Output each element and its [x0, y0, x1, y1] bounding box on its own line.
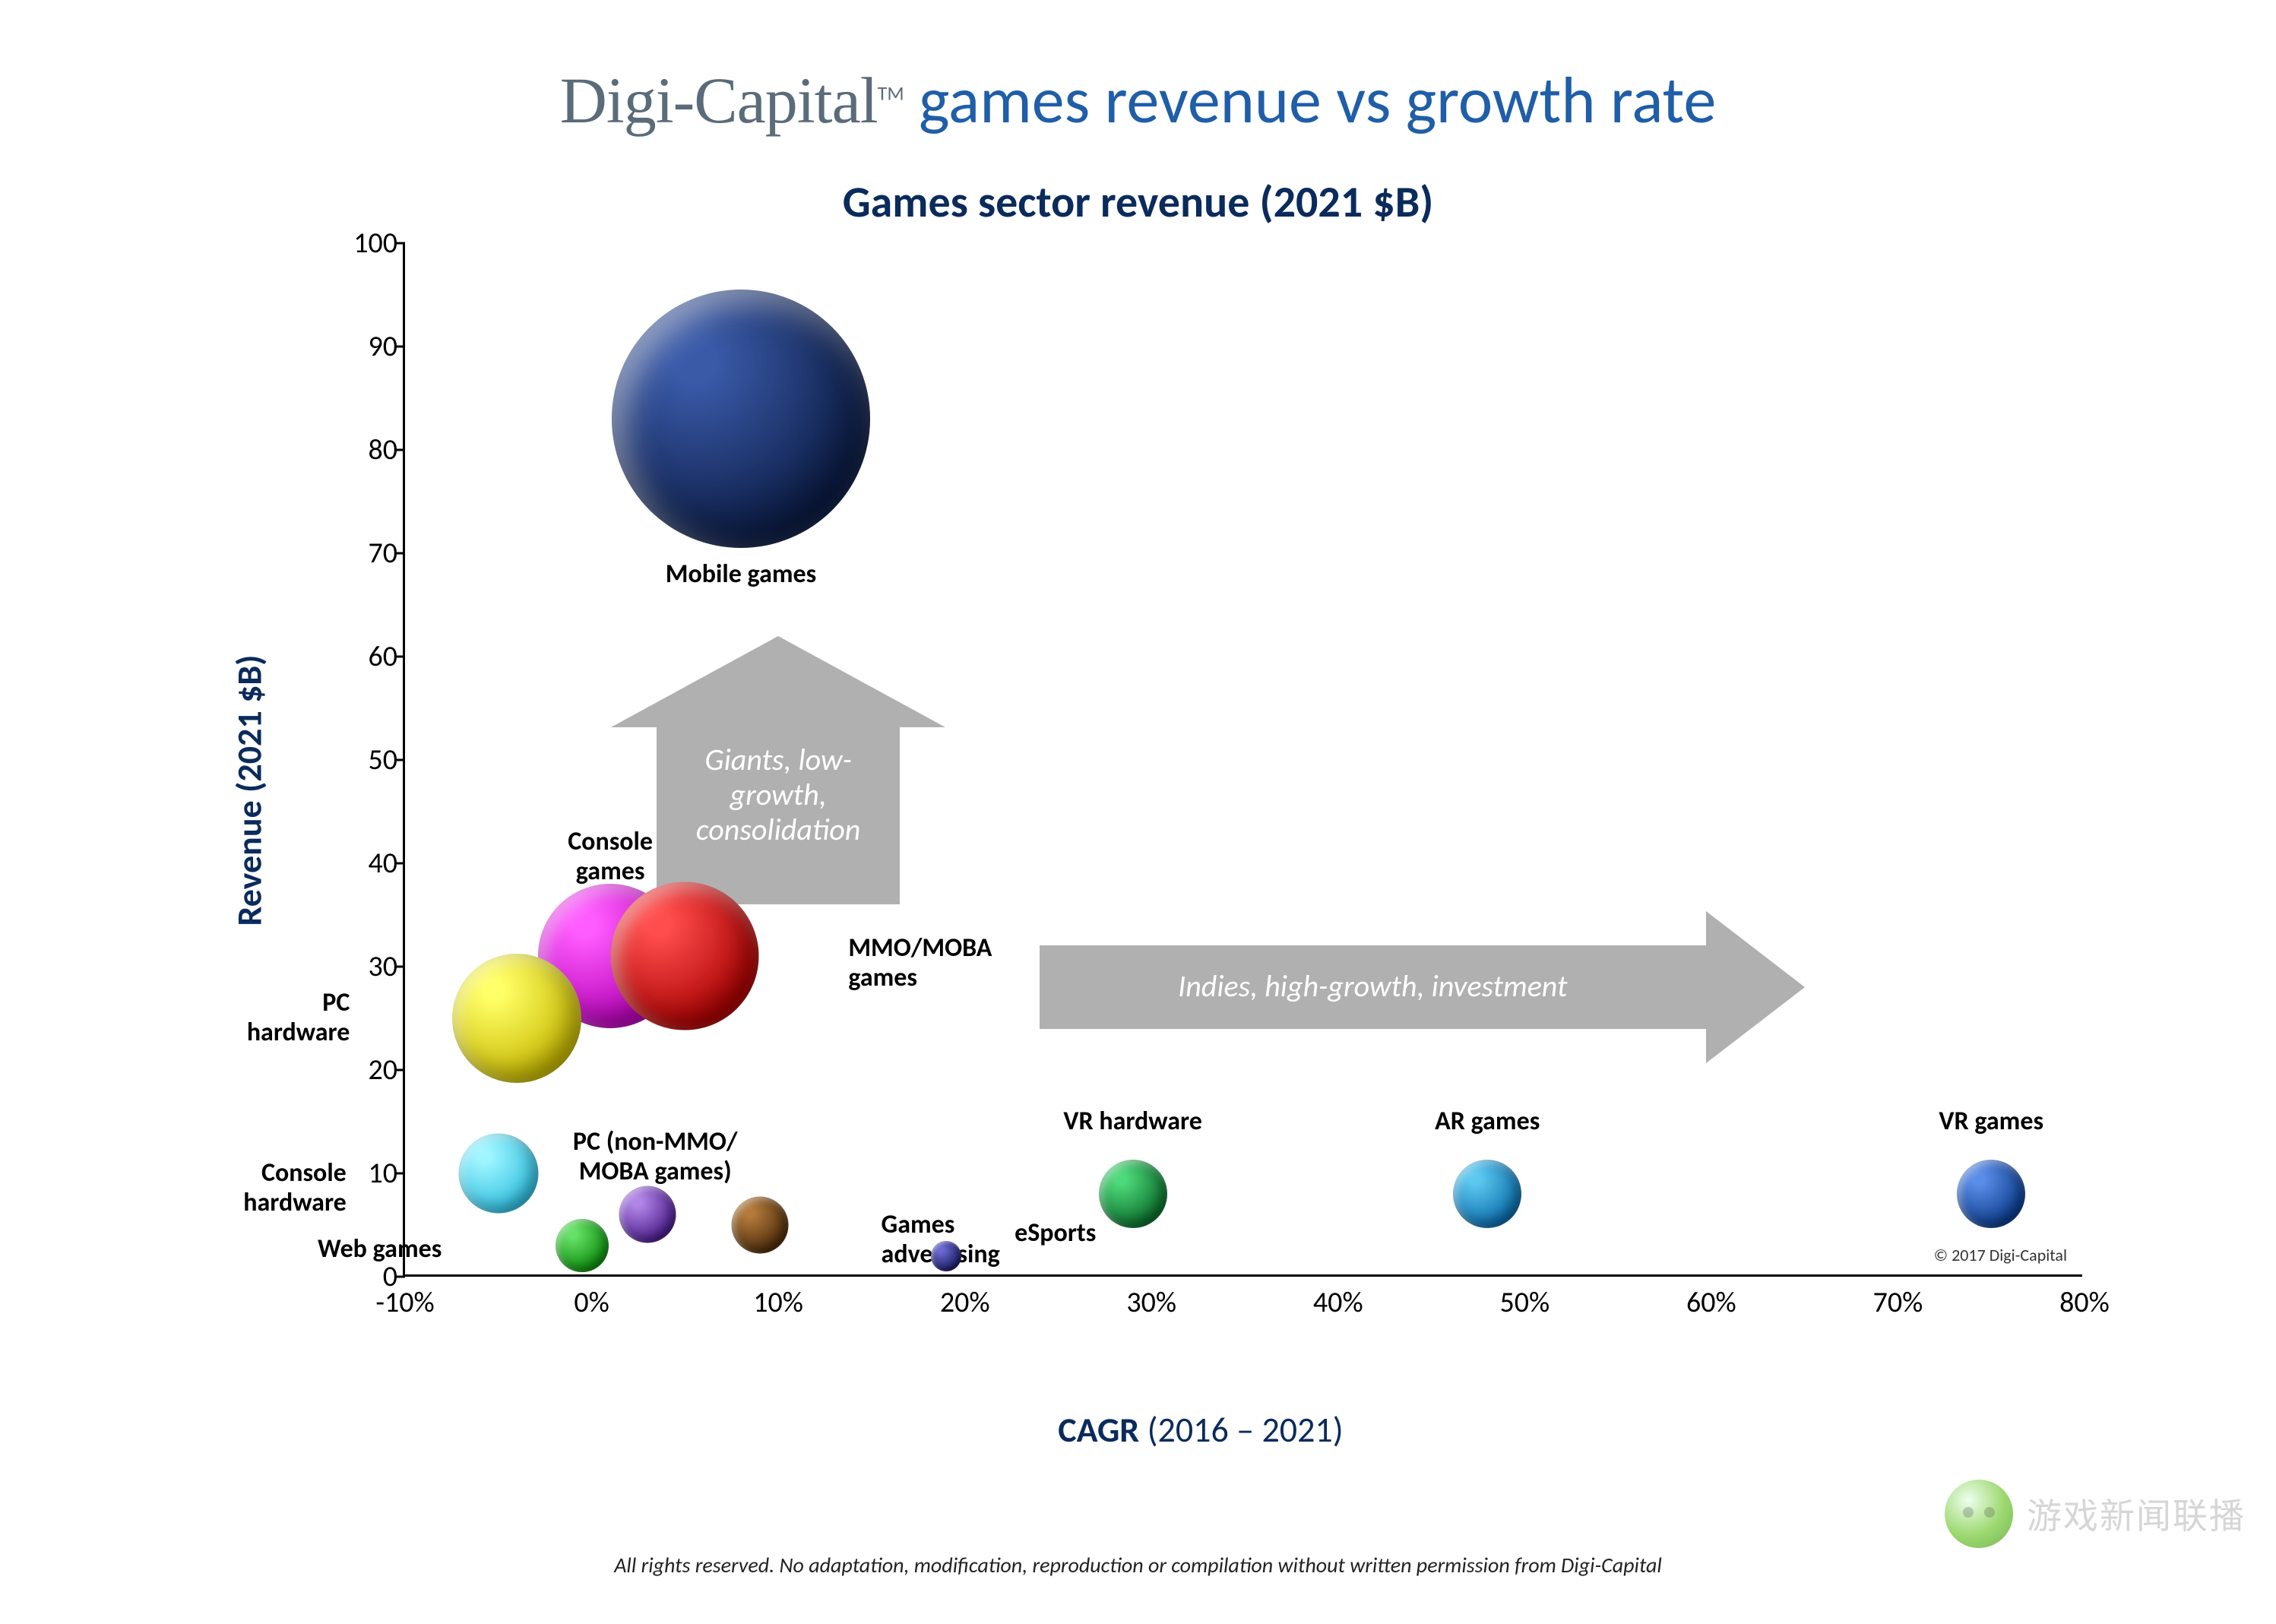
- bubble: [931, 1241, 961, 1271]
- y-tick: 50: [329, 742, 397, 777]
- bubble-label: PChardware: [198, 988, 350, 1047]
- bubble-label: AR games: [1404, 1106, 1571, 1136]
- x-tick: 20%: [940, 1285, 990, 1320]
- bubble: [556, 1219, 609, 1272]
- watermark-text: 游戏新闻联播: [2027, 1489, 2246, 1539]
- y-tick: 30: [329, 949, 397, 984]
- bubble: [611, 882, 759, 1030]
- bubble-label: Mobile games: [619, 559, 863, 589]
- right-arrow-head: [1706, 911, 1805, 1063]
- plot-area: 0102030405060708090100-10%0%10%20%30%40%…: [403, 243, 2082, 1277]
- y-tick: 70: [329, 536, 397, 571]
- bubble-label: VR games: [1907, 1106, 2075, 1136]
- chart-subtitle: Games sector revenue (2021 $B): [843, 175, 1434, 229]
- y-tick: 80: [329, 432, 397, 467]
- bubble-label: Web games: [274, 1234, 442, 1264]
- wechat-icon: [1945, 1480, 2013, 1548]
- footer-text: All rights reserved. No adaptation, modi…: [614, 1552, 1662, 1578]
- x-tick: -10%: [375, 1285, 434, 1320]
- y-tick: 40: [329, 846, 397, 881]
- bubble-label: MMO/MOBAgames: [848, 933, 1061, 992]
- bubble: [1453, 1160, 1521, 1228]
- bubble: [1957, 1160, 2025, 1228]
- x-axis-label: CAGR (2016 – 2021): [1058, 1409, 1343, 1451]
- bubble: [612, 290, 870, 548]
- bubble-label: VR hardware: [1027, 1106, 1239, 1136]
- page: Digi-CapitalTM games revenue vs growth r…: [0, 0, 2276, 1624]
- bubble: [619, 1186, 676, 1243]
- bubble-label: Consolehardware: [195, 1158, 347, 1217]
- x-tick: 0%: [574, 1285, 609, 1320]
- bubble: [731, 1197, 788, 1254]
- x-tick: 50%: [1499, 1285, 1550, 1320]
- y-tick: 20: [329, 1053, 397, 1087]
- y-tick: 90: [329, 329, 397, 364]
- bubble-label: PC (non-MMO/MOBA games): [549, 1127, 761, 1186]
- brand-name: Digi-Capital: [560, 64, 878, 137]
- main-title: Digi-CapitalTM games revenue vs growth r…: [560, 61, 1717, 141]
- y-tick: 60: [329, 639, 397, 674]
- x-axis-label-main: CAGR: [1058, 1409, 1139, 1451]
- title-text: games revenue vs growth rate: [919, 61, 1716, 141]
- up-arrow-text: Giants, low-growth,consolidation: [649, 742, 907, 847]
- x-tick: 70%: [1873, 1285, 1923, 1320]
- x-tick: 30%: [1126, 1285, 1176, 1320]
- x-tick: 80%: [2059, 1285, 2110, 1320]
- up-arrow-head: [611, 636, 945, 727]
- x-tick: 40%: [1313, 1285, 1363, 1320]
- bubble: [452, 954, 581, 1083]
- tm-mark: TM: [878, 81, 904, 105]
- y-tick: 100: [329, 226, 397, 261]
- y-axis-label: Revenue (2021 $B): [229, 655, 271, 926]
- copyright: © 2017 Digi-Capital: [1934, 1245, 2067, 1265]
- x-axis-label-suffix: (2016 – 2021): [1139, 1409, 1344, 1451]
- bubble-chart: Revenue (2021 $B) 0102030405060708090100…: [319, 243, 2082, 1338]
- bubble: [458, 1134, 538, 1214]
- x-tick: 60%: [1686, 1285, 1736, 1320]
- right-arrow-text: Indies, high-growth, investment: [1040, 969, 1706, 1004]
- x-tick: 10%: [753, 1285, 803, 1320]
- bubble-label: Consolegames: [534, 827, 686, 886]
- bubble: [1099, 1160, 1167, 1228]
- watermark: 游戏新闻联播: [1945, 1480, 2246, 1548]
